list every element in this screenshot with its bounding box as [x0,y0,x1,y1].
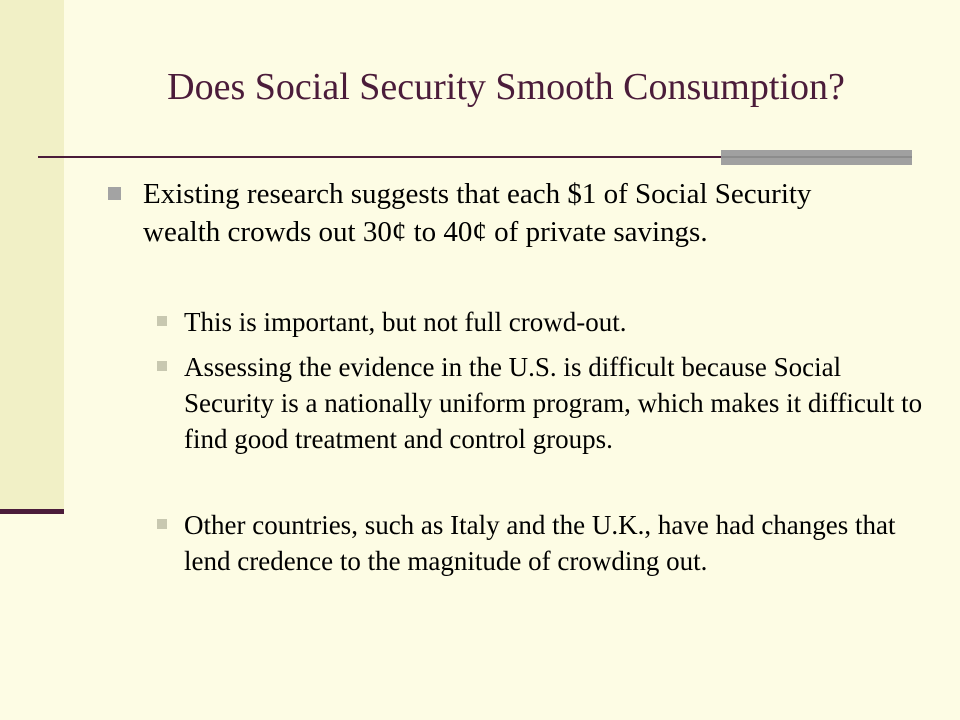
sub-bullet-text: Assessing the evidence in the U.S. is di… [184,352,923,454]
title-rule-line [38,156,912,158]
bullet-item-1: Existing research suggests that each $1 … [108,175,883,251]
sub-bullet-item-1: This is important, but not full crowd-ou… [157,304,924,340]
sub-bullet-item-3: Other countries, such as Italy and the U… [157,507,924,579]
sub-bullet-text: Other countries, such as Italy and the U… [184,510,896,576]
left-decorative-band [0,0,64,510]
slide-title: Does Social Security Smooth Consumption? [167,66,845,108]
sub-bullet-item-2: Assessing the evidence in the U.S. is di… [157,349,924,457]
square-bullet-icon [108,187,121,200]
square-bullet-icon [157,316,167,326]
bullet-text: Existing research suggests that each $1 … [143,178,812,248]
square-bullet-icon [157,519,167,529]
sub-bullet-text: This is important, but not full crowd-ou… [184,307,627,337]
left-accent-bar [0,509,64,514]
title-rule-bar-edge [721,156,912,158]
square-bullet-icon [157,361,167,371]
